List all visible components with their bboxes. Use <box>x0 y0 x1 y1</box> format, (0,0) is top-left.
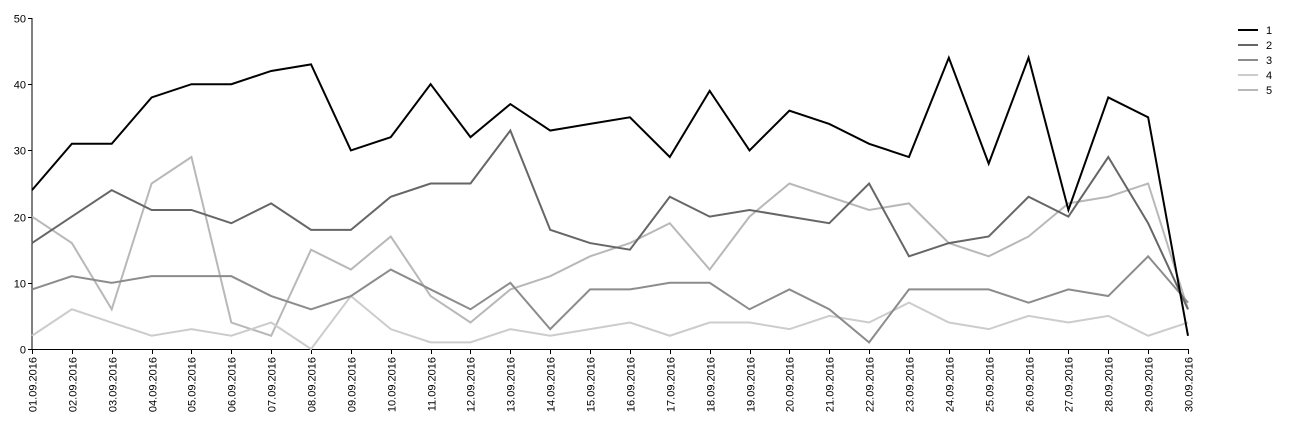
x-tick-label: 20.09.2016 <box>785 357 797 412</box>
y-axis: 0 10 20 30 40 50 <box>14 14 33 357</box>
y-tick-label: 10 <box>14 279 26 291</box>
x-tick-label: 14.09.2016 <box>546 357 558 412</box>
x-tick-label: 06.09.2016 <box>227 357 239 412</box>
y-tick-label: 50 <box>14 14 26 26</box>
x-tick-label: 01.09.2016 <box>28 357 40 412</box>
y-tick-label: 20 <box>14 213 26 225</box>
x-tick-label: 05.09.2016 <box>187 357 199 412</box>
x-tick-label: 27.09.2016 <box>1064 357 1076 412</box>
x-tick-label: 10.09.2016 <box>387 357 399 412</box>
y-tick-label: 0 <box>20 345 26 357</box>
x-tick-label: 07.09.2016 <box>267 357 279 412</box>
y-tick-label: 40 <box>14 80 26 92</box>
x-tick-label: 23.09.2016 <box>905 357 917 412</box>
x-tick-label: 15.09.2016 <box>586 357 598 412</box>
x-tick-label: 25.09.2016 <box>985 357 997 412</box>
x-tick-label: 11.09.2016 <box>427 357 439 411</box>
legend-label-2: 2 <box>1266 40 1272 52</box>
x-tick-label: 24.09.2016 <box>945 357 957 412</box>
legend-label-3: 3 <box>1266 55 1272 67</box>
x-tick-label: 29.09.2016 <box>1144 357 1156 412</box>
x-tick-label: 18.09.2016 <box>706 357 718 412</box>
x-tick-label: 30.09.2016 <box>1184 357 1196 412</box>
x-tick-label: 26.09.2016 <box>1025 357 1037 412</box>
x-tick-label: 17.09.2016 <box>666 357 678 412</box>
series-line-2 <box>31 128 1189 310</box>
x-tick-label: 19.09.2016 <box>746 357 758 412</box>
legend: 1 2 3 4 5 <box>1238 25 1272 97</box>
x-tick-label: 13.09.2016 <box>506 357 518 412</box>
series-line-1 <box>31 54 1189 336</box>
x-tick-label: 02.09.2016 <box>68 357 80 412</box>
x-tick-label: 28.09.2016 <box>1104 357 1116 412</box>
legend-label-4: 4 <box>1266 70 1272 82</box>
x-tick-label: 22.09.2016 <box>865 357 877 412</box>
series-line-5 <box>31 155 1189 337</box>
x-tick-label: 08.09.2016 <box>307 357 319 412</box>
y-tick-label: 30 <box>14 146 26 158</box>
series-lines <box>31 54 1189 351</box>
x-axis: 01.09.2016 02.09.2016 03.09.2016 04.09.2016… <box>28 349 1196 412</box>
x-tick-label: 16.09.2016 <box>626 357 638 412</box>
legend-label-5: 5 <box>1266 85 1272 97</box>
x-tick-label: 03.09.2016 <box>108 357 120 412</box>
x-tick-label: 04.09.2016 <box>148 357 160 412</box>
x-tick-label: 21.09.2016 <box>825 357 837 412</box>
x-tick-label: 12.09.2016 <box>466 357 478 412</box>
legend-label-1: 1 <box>1266 25 1272 37</box>
series-line-4 <box>31 294 1189 351</box>
series-line-3 <box>31 254 1189 344</box>
x-tick-label: 09.09.2016 <box>347 357 359 412</box>
